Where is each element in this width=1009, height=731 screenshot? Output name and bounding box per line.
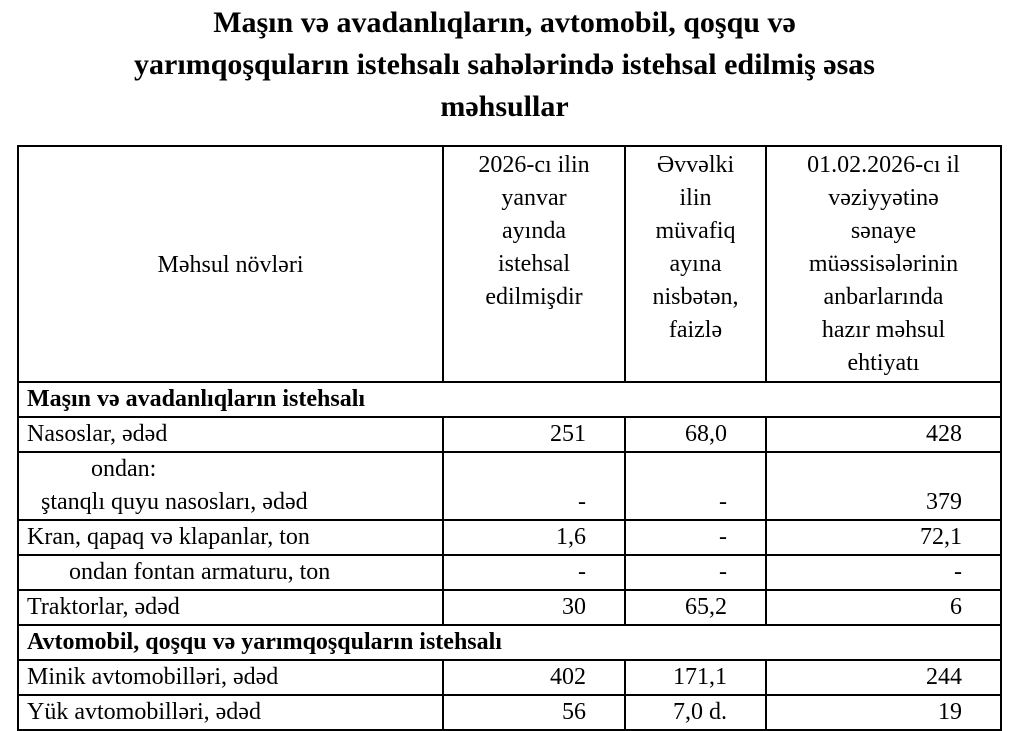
- cell-pct: 65,2: [624, 589, 767, 626]
- header-line: hazır məhsul: [821, 317, 946, 343]
- cell-pct: 7,0 d.: [624, 694, 767, 731]
- header-line: ayında: [502, 218, 566, 244]
- cell-pct: -: [624, 519, 767, 556]
- header-row: Məhsul növləri 2026-cı ilin yanvar ayınd…: [17, 145, 1002, 383]
- row-name: ondan: ştanqlı quyu nasosları, ədəd: [17, 451, 444, 521]
- header-line: istehsal: [498, 251, 570, 277]
- row-name: Minik avtomobilləri, ədəd: [17, 659, 444, 696]
- table-row: Minik avtomobilləri, ədəd 402 171,1 244: [17, 659, 1002, 696]
- header-line: yanvar: [501, 185, 567, 211]
- cell-stock: 72,1: [765, 519, 1002, 556]
- header-line: anbarlarında: [823, 284, 944, 310]
- header-line: müəssisələrinin: [808, 251, 959, 277]
- header-product: Məhsul növləri: [17, 145, 444, 383]
- cell-produced: 251: [442, 416, 626, 453]
- table-row: Nasoslar, ədəd 251 68,0 428: [17, 416, 1002, 453]
- header-line: vəziyyətinə: [828, 185, 939, 211]
- cell-produced: -: [442, 451, 626, 521]
- table-row: ondan: ştanqlı quyu nasosları, ədəd - - …: [17, 451, 1002, 521]
- table-row: Traktorlar, ədəd 30 65,2 6: [17, 589, 1002, 626]
- row-name: Kran, qapaq və klapanlar, ton: [17, 519, 444, 556]
- header-line: 2026-cı ilin: [478, 152, 590, 178]
- header-line: ehtiyatı: [847, 350, 920, 376]
- cell-pct: 171,1: [624, 659, 767, 696]
- cell-stock: -: [765, 554, 1002, 591]
- cell-stock: 244: [765, 659, 1002, 696]
- section-row: Maşın və avadanlıqların istehsalı: [17, 381, 1002, 418]
- row-label: ştanqlı quyu nasosları, ədəd: [41, 489, 308, 515]
- section-row: Avtomobil, qoşqu və yarımqoşquların iste…: [17, 624, 1002, 661]
- table-row: Yük avtomobilləri, ədəd 56 7,0 d. 19: [17, 694, 1002, 731]
- header-line: nisbətən,: [652, 284, 739, 310]
- header-line: sənaye: [850, 218, 917, 244]
- cell-pct: -: [624, 451, 767, 521]
- table-row: ondan fontan armaturu, ton - - -: [17, 554, 1002, 591]
- header-line: ayına: [669, 251, 722, 277]
- title-line: məhsullar: [440, 90, 569, 123]
- row-name: Nasoslar, ədəd: [17, 416, 444, 453]
- title-line: yarımqoşquların istehsalı sahələrində is…: [134, 48, 875, 81]
- cell-stock: 19: [765, 694, 1002, 731]
- header-line: ilin: [679, 185, 712, 211]
- cell-produced: -: [442, 554, 626, 591]
- header-pct: Əvvəlki ilin müvafiq ayına nisbətən, fai…: [624, 145, 767, 383]
- header-produced: 2026-cı ilin yanvar ayında istehsal edil…: [442, 145, 626, 383]
- row-name: Traktorlar, ədəd: [17, 589, 444, 626]
- row-prefix: ondan:: [91, 456, 157, 482]
- cell-stock: 428: [765, 416, 1002, 453]
- header-line: müvafiq: [655, 218, 736, 244]
- cell-produced: 30: [442, 589, 626, 626]
- section-title: Maşın və avadanlıqların istehsalı: [17, 381, 1002, 418]
- section-title: Avtomobil, qoşqu və yarımqoşquların iste…: [17, 624, 1002, 661]
- header-line: 01.02.2026-cı il: [807, 152, 960, 178]
- document-title: Maşın və avadanlıqların, avtomobil, qoşq…: [0, 2, 1009, 128]
- row-name: Yük avtomobilləri, ədəd: [17, 694, 444, 731]
- header-line: Əvvəlki: [656, 152, 735, 178]
- row-name: ondan fontan armaturu, ton: [17, 554, 444, 591]
- products-table: Məhsul növləri 2026-cı ilin yanvar ayınd…: [17, 145, 1002, 731]
- cell-produced: 402: [442, 659, 626, 696]
- title-line: Maşın və avadanlıqların, avtomobil, qoşq…: [213, 6, 796, 39]
- cell-pct: 68,0: [624, 416, 767, 453]
- header-stock: 01.02.2026-cı il vəziyyətinə sənaye müəs…: [765, 145, 1002, 383]
- cell-produced: 1,6: [442, 519, 626, 556]
- header-line: faizlə: [668, 317, 723, 343]
- cell-stock: 6: [765, 589, 1002, 626]
- header-line: edilmişdir: [485, 284, 583, 310]
- cell-pct: -: [624, 554, 767, 591]
- cell-stock: 379: [765, 451, 1002, 521]
- cell-produced: 56: [442, 694, 626, 731]
- table-row: Kran, qapaq və klapanlar, ton 1,6 - 72,1: [17, 519, 1002, 556]
